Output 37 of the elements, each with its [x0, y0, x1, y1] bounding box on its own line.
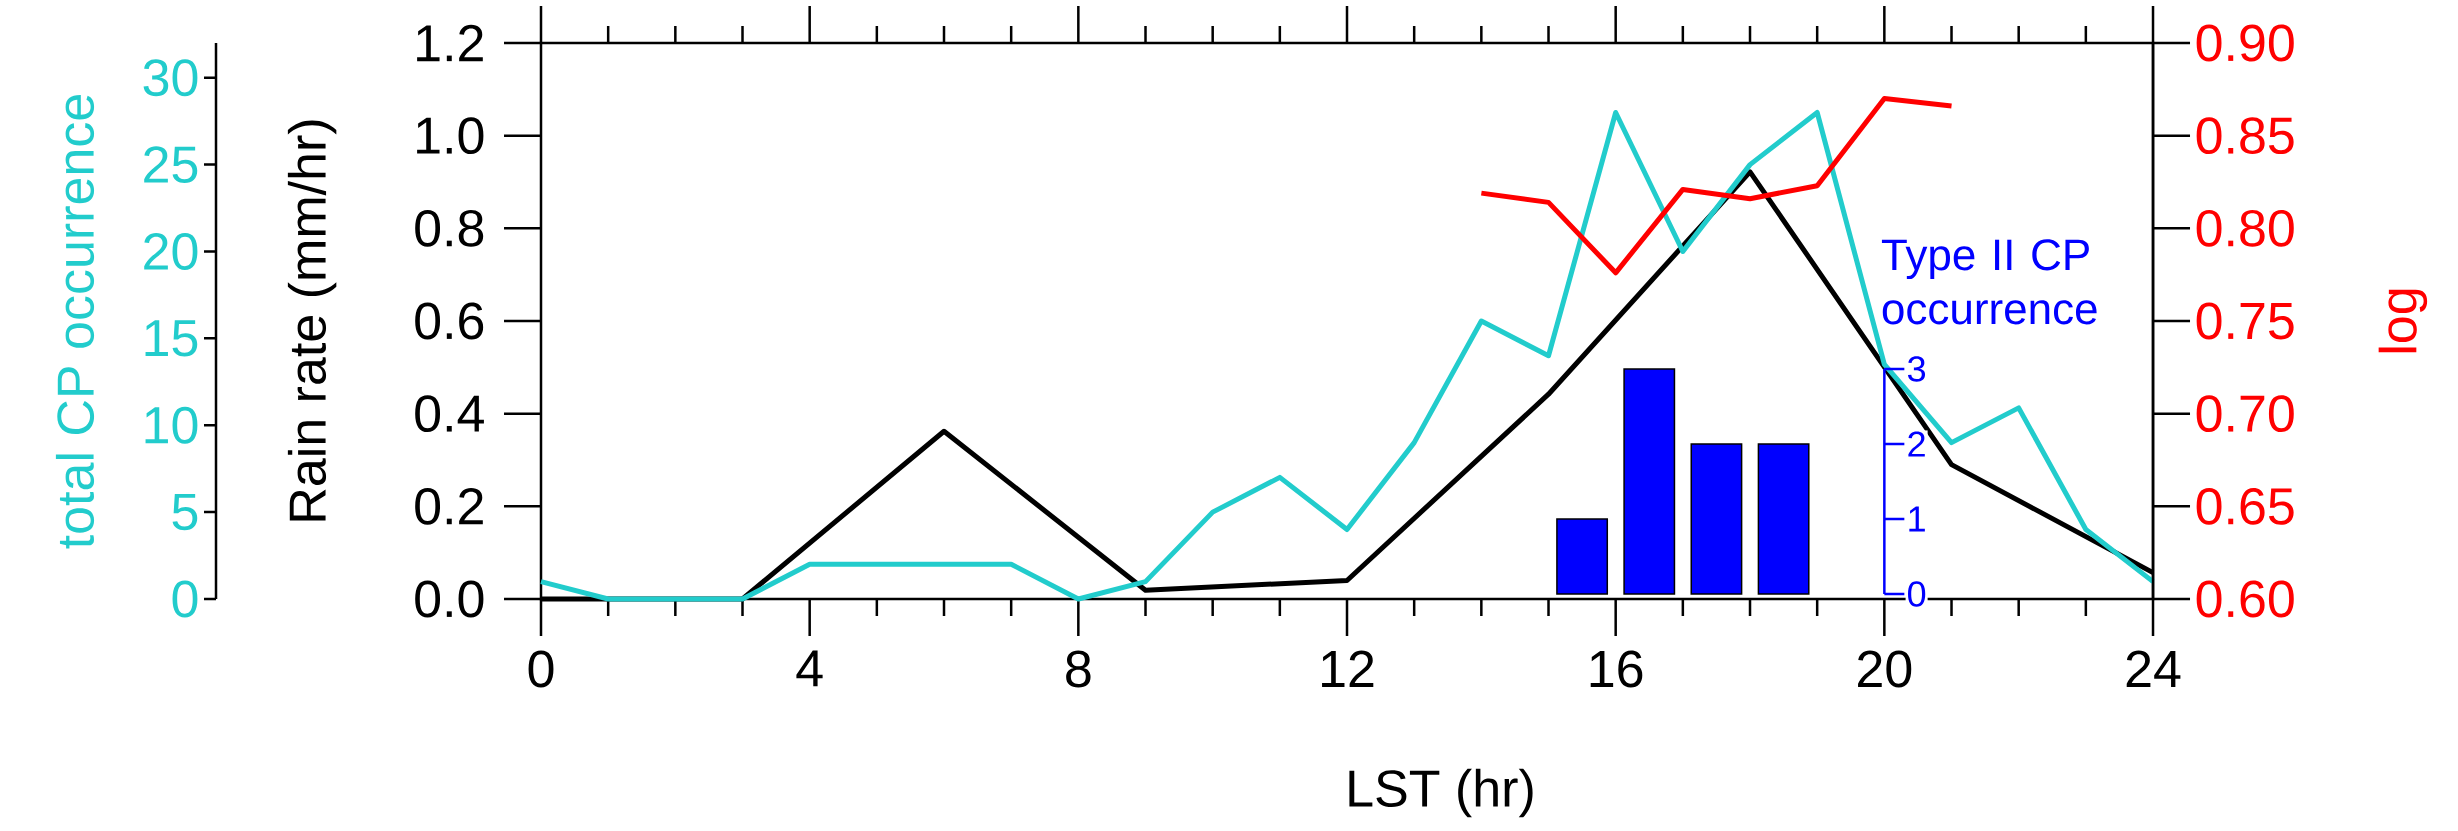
- y2-axis-title: log: [2378, 289, 2428, 353]
- y-tick-label: 3: [1907, 356, 1926, 382]
- y-axis-title: Rain rate (mm/hr): [287, 120, 337, 521]
- y2-tick-label: 0.80: [2196, 209, 2294, 247]
- x-tick-label: 24: [2126, 650, 2181, 687]
- y3-tick-label: 20: [144, 233, 198, 270]
- y2-tick-label: 0.85: [2196, 117, 2294, 155]
- y-tick-label: 0.4: [415, 395, 484, 433]
- y-tick-label: 1.0: [417, 117, 484, 155]
- y3-tick-label: 30: [143, 59, 198, 97]
- x-axis-title: LST (hr): [1349, 768, 1533, 818]
- y-tick-label: 0.6: [415, 302, 484, 340]
- y2-tick-label: 0.90: [2196, 24, 2294, 62]
- y3-tick-label: 10: [145, 406, 198, 444]
- y3-tick-label: 5: [172, 493, 198, 531]
- x-tick-label: 8: [1066, 650, 1091, 688]
- x-tick-label: 4: [796, 650, 823, 687]
- y2-tick-label: 0.70: [2196, 395, 2294, 433]
- y-tick-label: 2: [1908, 431, 1925, 457]
- y-tick-label: 0.2: [415, 487, 483, 525]
- y3-tick-label: 15: [145, 320, 198, 357]
- y-axis-title: Type II CP occurrence: [1881, 239, 2097, 325]
- y-tick-label: 1.2: [417, 24, 483, 62]
- y3-tick-label: 25: [144, 146, 198, 184]
- x-tick-label: 16: [1590, 650, 1643, 688]
- y-tick-label: 0.0: [415, 580, 484, 618]
- x-tick-label: 12: [1322, 650, 1374, 687]
- x-tick-label: 20: [1858, 650, 1912, 688]
- x-tick-label: 0: [528, 650, 554, 688]
- y2-tick-label: 0.65: [2196, 487, 2294, 525]
- y-tick-label: 0.8: [415, 209, 484, 247]
- y3-axis-title: total CP occurrence: [55, 95, 95, 549]
- y3-tick-label: 0: [172, 580, 198, 618]
- y-tick-label: 1: [1909, 506, 1925, 532]
- y2-tick-label: 0.75: [2196, 302, 2294, 340]
- y2-tick-label: 0.60: [2196, 580, 2294, 618]
- y-tick-label: 0: [1908, 581, 1926, 607]
